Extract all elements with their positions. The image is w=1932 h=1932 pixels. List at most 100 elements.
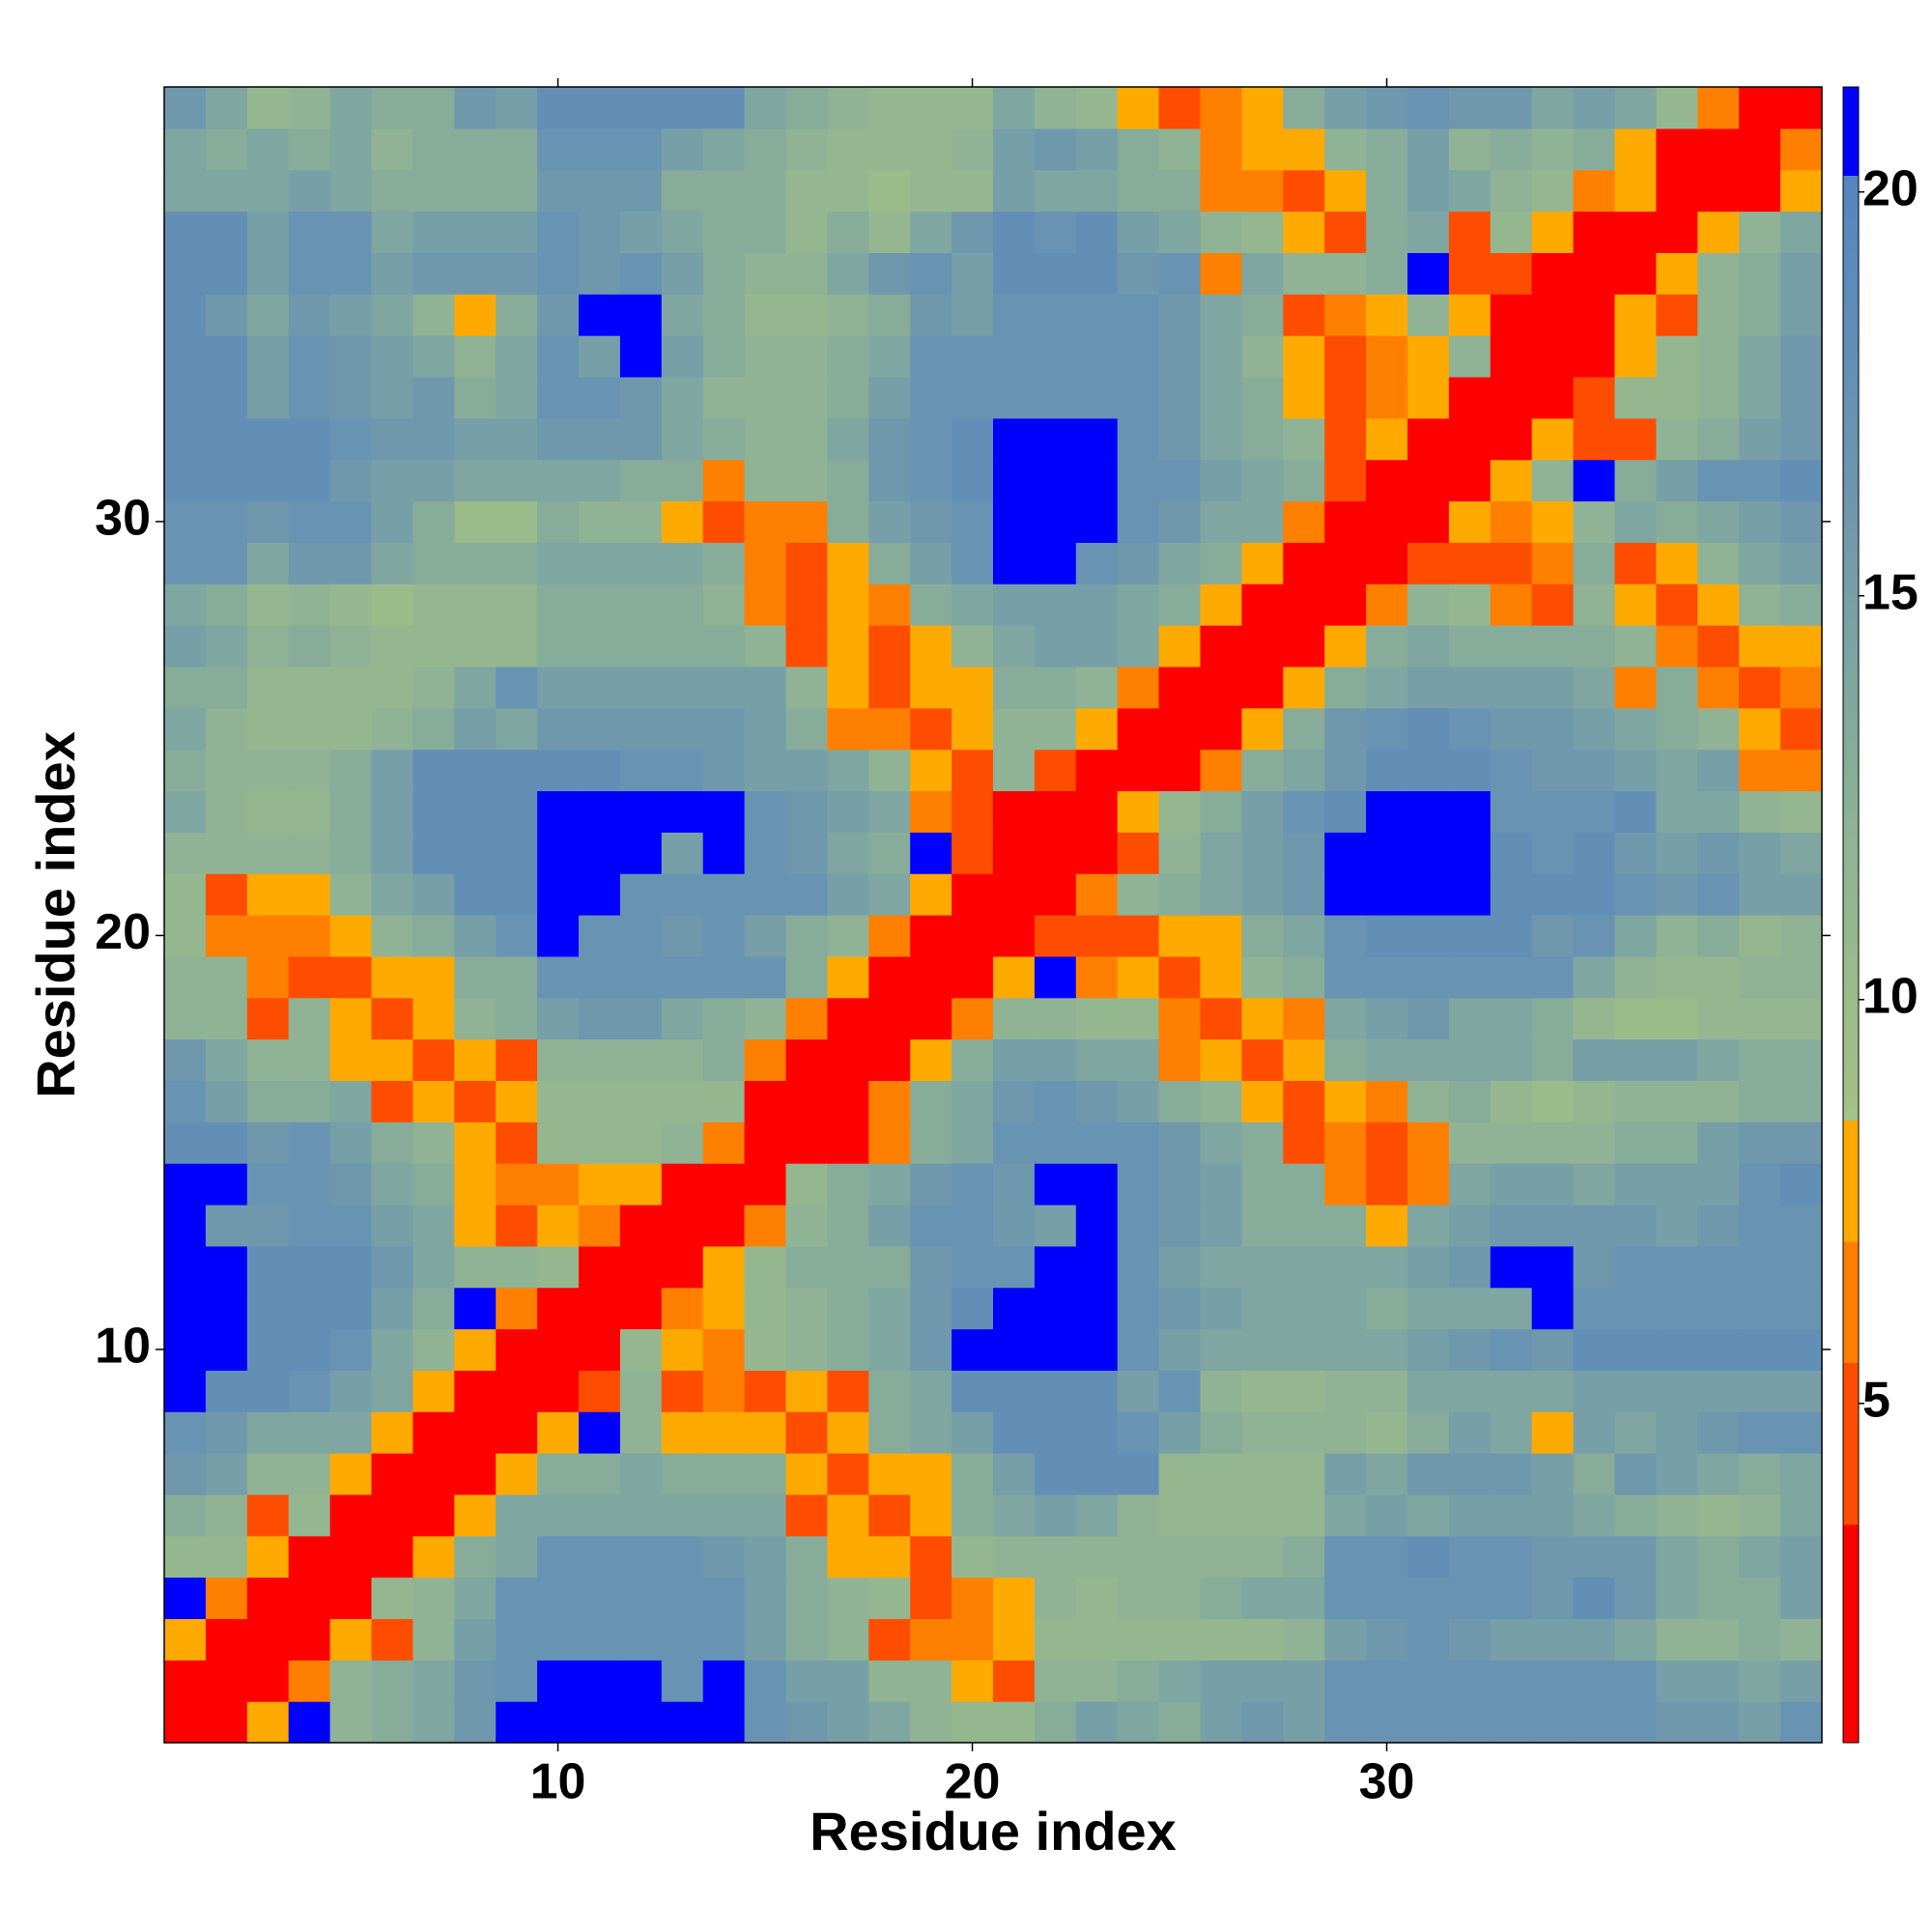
heatmap-cell [1490,997,1533,1040]
heatmap-cell [1614,915,1657,957]
heatmap-cell [1573,1245,1616,1289]
heatmap-cell [496,1535,538,1578]
heatmap-cell [1697,1163,1740,1206]
heatmap-cell [1241,832,1284,874]
heatmap-cell [164,87,207,129]
heatmap-cell [952,1163,994,1206]
heatmap-cell [785,128,828,171]
heatmap-cell [993,790,1036,833]
heatmap-cell [1697,169,1740,213]
heatmap-cell [619,1122,663,1164]
heatmap-cell [1656,1411,1698,1454]
heatmap-cell [288,955,331,999]
heatmap-cell [537,1038,580,1081]
heatmap-cell [910,1163,952,1206]
heatmap-cell [1034,1493,1077,1537]
heatmap-cell [702,1204,746,1247]
heatmap-cell [910,1038,952,1081]
heatmap-cell [1075,1122,1119,1164]
heatmap-cell [1324,1204,1367,1247]
heatmap-cell [785,1287,828,1330]
heatmap-cell [1034,1163,1077,1206]
heatmap-cell [702,1038,746,1081]
heatmap-cell [329,1660,373,1702]
heatmap-cell [412,500,455,543]
heatmap-cell [164,1453,207,1495]
heatmap-cell [1200,500,1242,543]
heatmap-cell [1324,294,1367,336]
heatmap-cell [1490,128,1533,171]
heatmap-cell [1531,1287,1575,1330]
heatmap-cell [619,1535,663,1578]
heatmap-cell [1117,1411,1160,1454]
heatmap-cell [661,1245,704,1289]
heatmap-cell [1200,252,1242,295]
heatmap-cell [619,542,663,584]
heatmap-cell [1739,1493,1781,1537]
heatmap-cell [454,1287,497,1330]
heatmap-cell [744,790,787,833]
heatmap-cell [1407,832,1450,874]
heatmap-cell [702,997,746,1040]
heatmap-cell [1573,335,1616,378]
heatmap-cell [1490,1577,1533,1620]
heatmap-cell [579,376,621,419]
heatmap-cell [1448,459,1492,502]
heatmap-cell [412,294,455,336]
heatmap-cell [1075,417,1119,461]
heatmap-cell [1158,625,1202,668]
heatmap-cell [371,1411,413,1454]
heatmap-cell [993,873,1036,916]
heatmap-cell [1075,1163,1119,1206]
heatmap-cell [1283,335,1325,378]
heatmap-cell [1034,1287,1077,1330]
heatmap-cell [1780,1577,1823,1620]
heatmap-cell [1656,87,1698,129]
heatmap-cell [1780,169,1823,213]
heatmap-cell [1656,376,1698,419]
heatmap-cell [1656,1618,1698,1661]
heatmap-cell [288,87,331,129]
heatmap-cell [952,169,994,213]
heatmap-cell [1531,707,1575,751]
heatmap-cell [702,832,746,874]
heatmap-cell [205,1080,248,1122]
heatmap-cell [1573,1328,1616,1371]
heatmap-cell [619,1493,663,1537]
heatmap-cell [1531,832,1575,874]
heatmap-cell [910,873,952,916]
heatmap-cell [1531,128,1575,171]
heatmap-cell [496,1411,538,1454]
heatmap-cell [1448,1493,1492,1537]
heatmap-cell [579,542,621,584]
heatmap-cell [454,625,497,668]
heatmap-cell [496,542,538,584]
heatmap-cell [1656,666,1698,709]
colorbar-tick-label: 5 [1862,1373,1890,1429]
heatmap-cell [1448,1577,1492,1620]
heatmap-cell [702,294,746,336]
heatmap-cell [1448,500,1492,543]
heatmap-cell [164,1328,207,1371]
heatmap-cell [1241,1493,1284,1537]
heatmap-cell [827,1577,869,1620]
heatmap-cell [1283,500,1325,543]
heatmap-cell [1324,1287,1367,1330]
heatmap-cell [496,1701,538,1744]
heatmap-cell [1034,1701,1077,1744]
heatmap-cell [1117,1245,1160,1289]
heatmap-cell [329,500,373,543]
heatmap-cell [910,417,952,461]
heatmap-cell [1200,1535,1242,1578]
heatmap-cell [412,1163,455,1206]
heatmap-cell [329,1287,373,1330]
heatmap-cell [329,128,373,171]
heatmap-cell [496,1618,538,1661]
heatmap-cell [785,1618,828,1661]
heatmap-cell [868,1618,911,1661]
heatmap-cell [702,1411,746,1454]
heatmap-cell [288,1535,331,1578]
heatmap-cell [288,542,331,584]
heatmap-cell [1158,583,1202,626]
heatmap-cell [785,1204,828,1247]
